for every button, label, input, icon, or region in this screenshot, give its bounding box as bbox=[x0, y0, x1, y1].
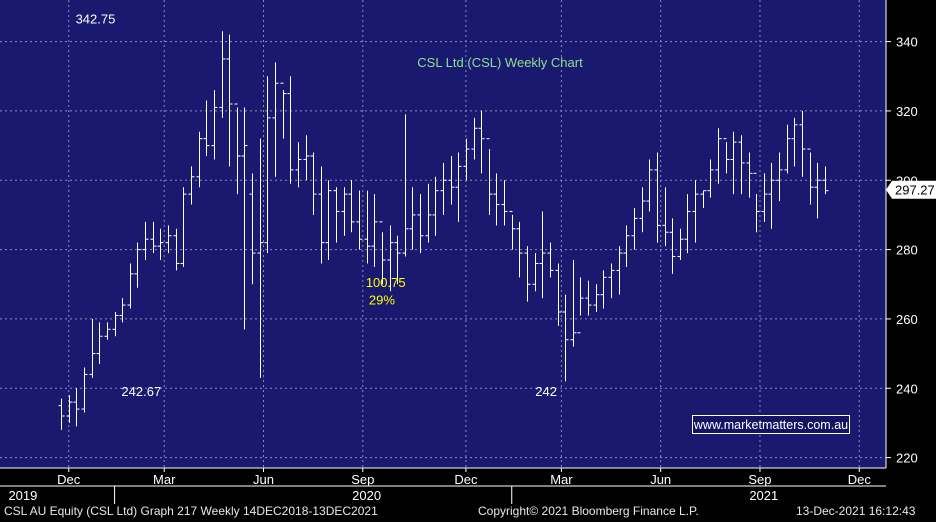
chart-annotation: 242 bbox=[535, 384, 557, 399]
chart-annotation: 342.75 bbox=[76, 12, 116, 27]
last-price-tag bbox=[886, 180, 936, 199]
website-link-box bbox=[692, 415, 850, 434]
x-tick-label: Jun bbox=[650, 472, 671, 487]
year-label: 2019 bbox=[8, 488, 37, 503]
year-label: 2020 bbox=[352, 488, 381, 503]
chart-annotation: 242.67 bbox=[121, 384, 161, 399]
x-tick-label: Dec bbox=[57, 472, 81, 487]
plot-area bbox=[0, 0, 886, 468]
chart-title: CSL Ltd (CSL) Weekly Chart bbox=[417, 55, 583, 70]
website-link-text: www.marketmatters.com.au bbox=[693, 418, 848, 432]
y-tick-label: 280 bbox=[896, 243, 918, 258]
chart-annotation: 29% bbox=[369, 292, 395, 307]
footer-timestamp: 13-Dec-2021 16:12:43 bbox=[796, 504, 916, 518]
x-tick-label: Sep bbox=[748, 472, 771, 487]
x-tick-label: Jun bbox=[253, 472, 274, 487]
y-tick-label: 240 bbox=[896, 381, 918, 396]
x-tick-label: Sep bbox=[351, 472, 374, 487]
x-tick-label: Mar bbox=[153, 472, 176, 487]
last-price-label: 297.27 bbox=[895, 183, 935, 198]
y-tick-label: 220 bbox=[896, 451, 918, 466]
x-tick-label: Dec bbox=[848, 472, 872, 487]
footer-security-info: CSL AU Equity (CSL Ltd) Graph 217 Weekly… bbox=[4, 504, 378, 518]
chart-annotation: 100.75 bbox=[366, 275, 406, 290]
y-tick-label: 320 bbox=[896, 104, 918, 119]
y-tick-label: 260 bbox=[896, 312, 918, 327]
x-tick-label: Mar bbox=[550, 472, 573, 487]
footer-copyright: Copyright© 2021 Bloomberg Finance L.P. bbox=[478, 504, 699, 518]
year-label: 2021 bbox=[749, 488, 778, 503]
x-tick-label: Dec bbox=[454, 472, 478, 487]
y-tick-label: 340 bbox=[896, 35, 918, 50]
